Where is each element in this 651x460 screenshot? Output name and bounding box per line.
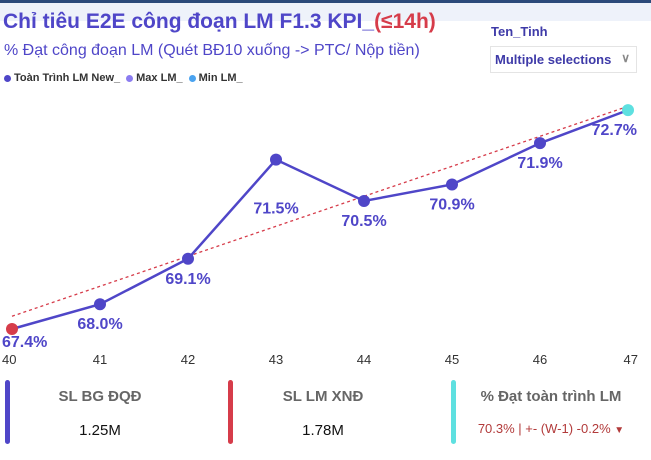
data-point bbox=[534, 137, 546, 150]
data-label: 68.0% bbox=[77, 316, 122, 333]
card-accent bbox=[5, 380, 10, 444]
card-sl-bg-dqd: SL BG ĐQĐ 1.25M bbox=[0, 380, 190, 444]
x-tick-label: 44 bbox=[357, 352, 371, 367]
legend-label: Toàn Trình LM New_ bbox=[14, 72, 121, 84]
card-accent bbox=[451, 380, 456, 444]
card-label: % Đạt toàn trình LM bbox=[480, 388, 622, 405]
data-point bbox=[182, 252, 194, 265]
legend-item[interactable]: Toàn Trình LM New_ bbox=[4, 72, 120, 84]
data-point bbox=[6, 323, 18, 335]
x-tick-label: 41 bbox=[93, 352, 107, 367]
legend-dot-icon bbox=[4, 74, 11, 82]
card-label: SL LM XNĐ bbox=[282, 388, 364, 405]
card-label: SL BG ĐQĐ bbox=[58, 388, 142, 405]
card-accent bbox=[228, 380, 233, 444]
x-tick-label: 42 bbox=[181, 352, 195, 367]
legend-label: Min LM_ bbox=[198, 72, 243, 84]
title-highlight: (≤14h) bbox=[374, 10, 436, 33]
data-point bbox=[622, 104, 634, 117]
x-tick-label: 40 bbox=[2, 352, 16, 367]
line-chart: 67.4% 68.0% 69.1% 71.5% 70.5% 70.9% 71.9% 72.7%… bbox=[2, 104, 638, 367]
card-value: 1.25M bbox=[79, 422, 121, 439]
legend-label: Max LM_ bbox=[136, 72, 183, 84]
top-background bbox=[0, 3, 651, 21]
card-pct-dat: % Đạt toàn trình LM 70.3% | +- (W-1) -0.… bbox=[446, 380, 646, 444]
top-bar bbox=[0, 0, 651, 3]
series-line bbox=[11, 108, 629, 331]
trend-down-icon: ▼ bbox=[614, 425, 625, 436]
card-value: 1.78M bbox=[302, 422, 344, 439]
x-tick-label: 43 bbox=[269, 352, 283, 367]
card-kpi: 70.3% | +- (W-1) -0.2% ▼ bbox=[456, 421, 646, 436]
data-label: 70.9% bbox=[429, 196, 474, 213]
data-label: 69.1% bbox=[165, 271, 210, 288]
data-point bbox=[270, 153, 282, 166]
trendline bbox=[11, 105, 629, 317]
legend-dot-icon bbox=[188, 74, 196, 82]
data-point bbox=[94, 298, 106, 311]
legend: Toàn Trình LM New_ Max LM_ Min LM_ bbox=[4, 72, 243, 84]
data-label: 67.4% bbox=[2, 334, 47, 351]
filter-label: Ten_Tinh bbox=[491, 24, 548, 39]
filter-dropdown[interactable]: Multiple selections ∨ bbox=[490, 46, 637, 73]
x-tick-label: 47 bbox=[624, 352, 638, 367]
data-point bbox=[446, 178, 458, 191]
card-sl-lm-xnd: SL LM XNĐ 1.78M bbox=[223, 380, 413, 444]
data-point bbox=[358, 194, 370, 207]
legend-item[interactable]: Min LM_ bbox=[188, 72, 243, 84]
title-main: Chỉ tiêu E2E công đoạn LM F1.3 KPI_ bbox=[3, 10, 375, 33]
chevron-down-icon: ∨ bbox=[621, 51, 630, 65]
chart-title: Chỉ tiêu E2E công đoạn LM F1.3 KPI_(≤14h… bbox=[3, 10, 436, 34]
data-label: 72.7% bbox=[592, 122, 637, 139]
legend-item[interactable]: Max LM_ bbox=[126, 72, 183, 84]
card-value: 70.3% | +- (W-1) -0.2% bbox=[477, 421, 611, 436]
data-label: 71.5% bbox=[253, 201, 298, 218]
data-label: 71.9% bbox=[517, 155, 562, 172]
legend-dot-icon bbox=[126, 74, 134, 82]
chart-subtitle: % Đạt công đoạn LM (Quét BĐ10 xuống -> P… bbox=[4, 42, 420, 59]
filter-value: Multiple selections bbox=[495, 52, 612, 67]
x-tick-label: 45 bbox=[445, 352, 459, 367]
x-tick-label: 46 bbox=[533, 352, 547, 367]
data-label: 70.5% bbox=[341, 213, 386, 230]
